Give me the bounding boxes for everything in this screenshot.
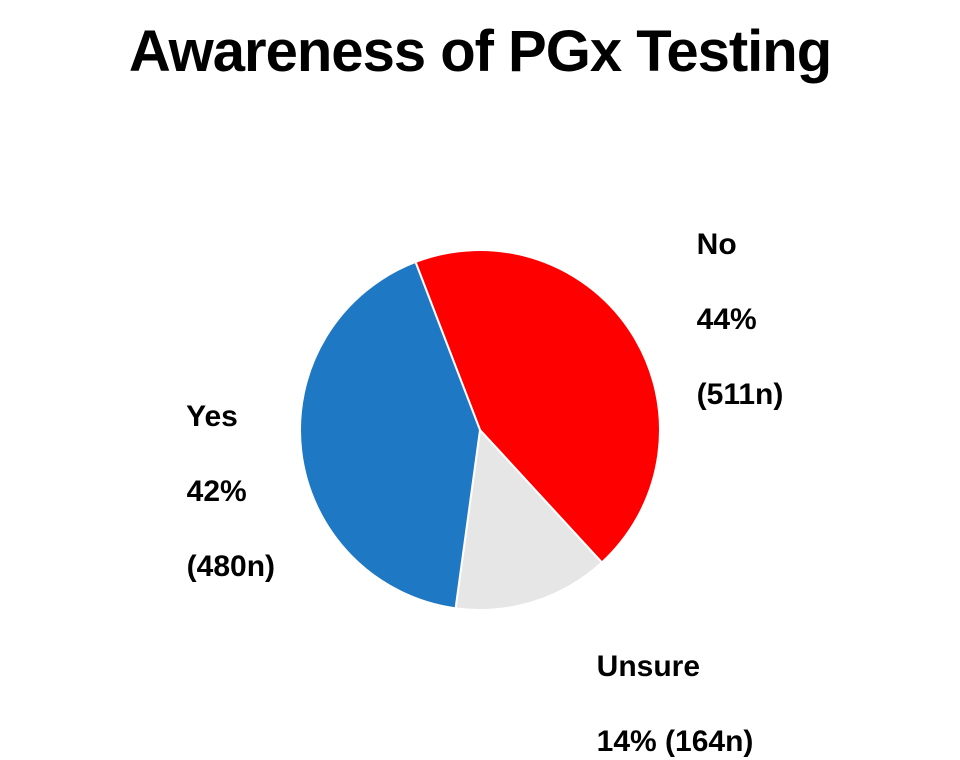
slice-label-no-count: (511n) bbox=[697, 378, 784, 411]
slice-label-no-percent: 44% bbox=[697, 303, 757, 336]
slice-label-yes: Yes 42% (480n) bbox=[170, 360, 275, 585]
slice-label-unsure-name: Unsure bbox=[597, 650, 700, 683]
slice-label-yes-count: (480n) bbox=[187, 550, 275, 583]
pie-chart bbox=[0, 0, 960, 720]
slice-label-yes-percent: 42% bbox=[187, 475, 247, 508]
slice-label-unsure: Unsure 14% (164n) bbox=[580, 610, 753, 760]
slice-label-no: No 44% (511n) bbox=[680, 188, 783, 413]
slice-label-yes-name: Yes bbox=[186, 400, 238, 433]
slice-label-no-name: No bbox=[697, 228, 737, 261]
slice-label-unsure-percent: 14% (164n) bbox=[597, 725, 754, 758]
